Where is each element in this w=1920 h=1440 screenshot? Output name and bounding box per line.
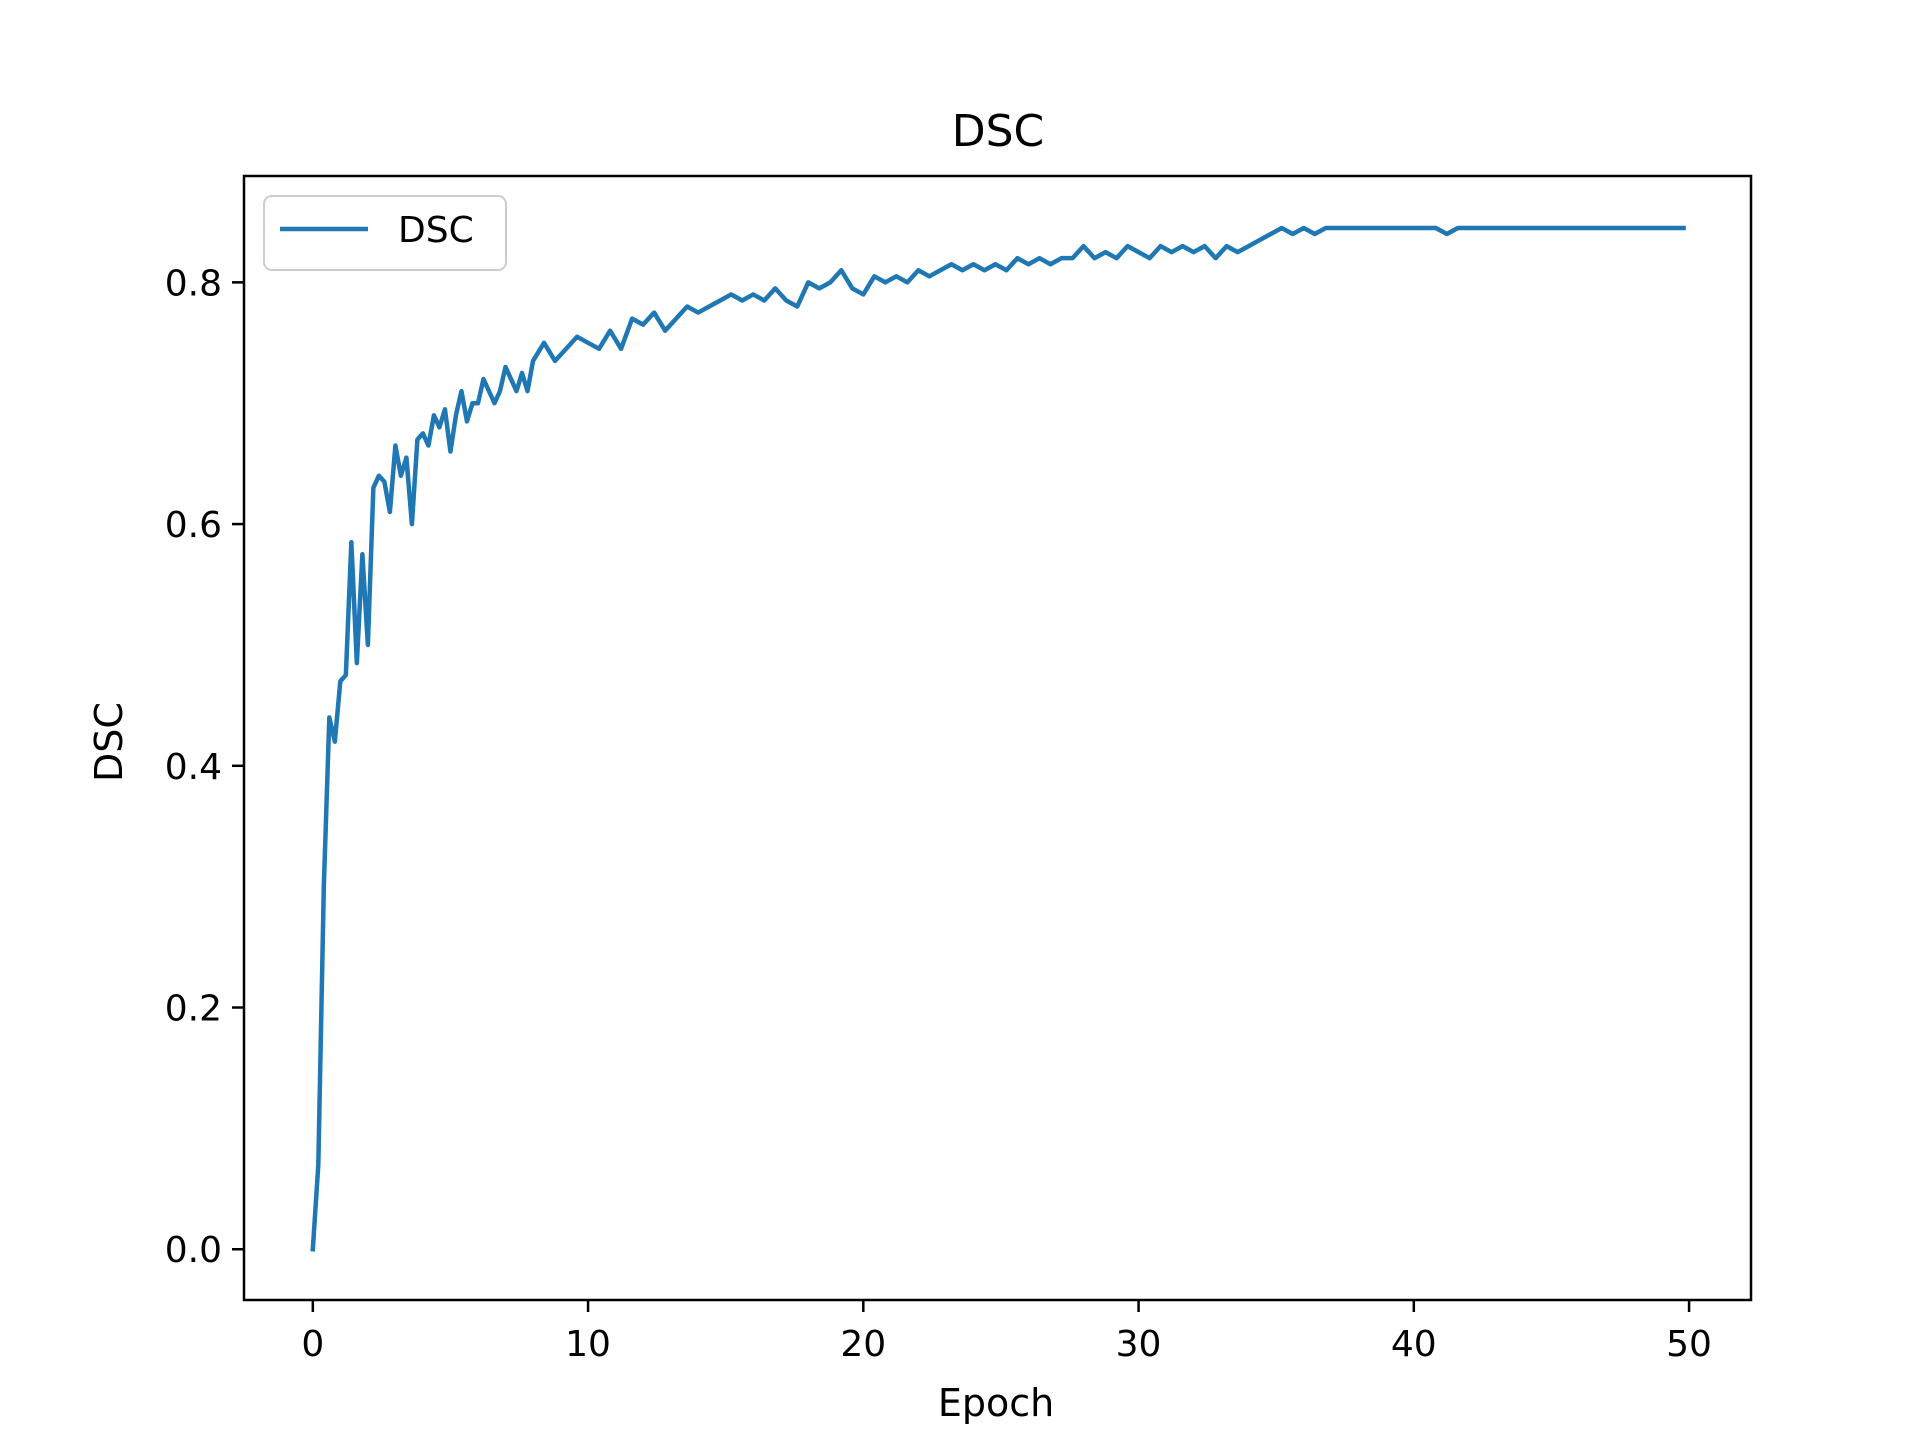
x-tick-label: 50: [1666, 1324, 1712, 1365]
x-tick-label: 40: [1391, 1324, 1437, 1365]
y-tick-label: 0.4: [165, 747, 222, 788]
legend-box: [263, 195, 507, 271]
y-tick-label: 0.2: [165, 989, 222, 1030]
x-tick-label: 30: [1116, 1324, 1162, 1365]
x-tick-label: 10: [565, 1324, 611, 1365]
legend: DSC: [263, 195, 507, 271]
y-tick-label: 0.6: [165, 505, 222, 546]
x-axis-label: Epoch: [938, 1381, 1054, 1425]
series-line-dsc: [310, 225, 1686, 1252]
y-axis-label: DSC: [87, 702, 131, 782]
x-tick-label: 20: [840, 1324, 886, 1365]
y-tick-label: 0.0: [165, 1230, 222, 1271]
axes-frame: [242, 174, 1753, 1302]
chart-title: DSC: [952, 106, 1045, 157]
plot-area: 0 10 20 30 40 50 0.0 0.2 0.4 0.6 0.8: [165, 174, 1753, 1365]
legend-entry-dsc: DSC: [398, 210, 474, 251]
x-tick-label: 0: [301, 1324, 324, 1365]
y-tick-label: 0.8: [165, 263, 222, 304]
